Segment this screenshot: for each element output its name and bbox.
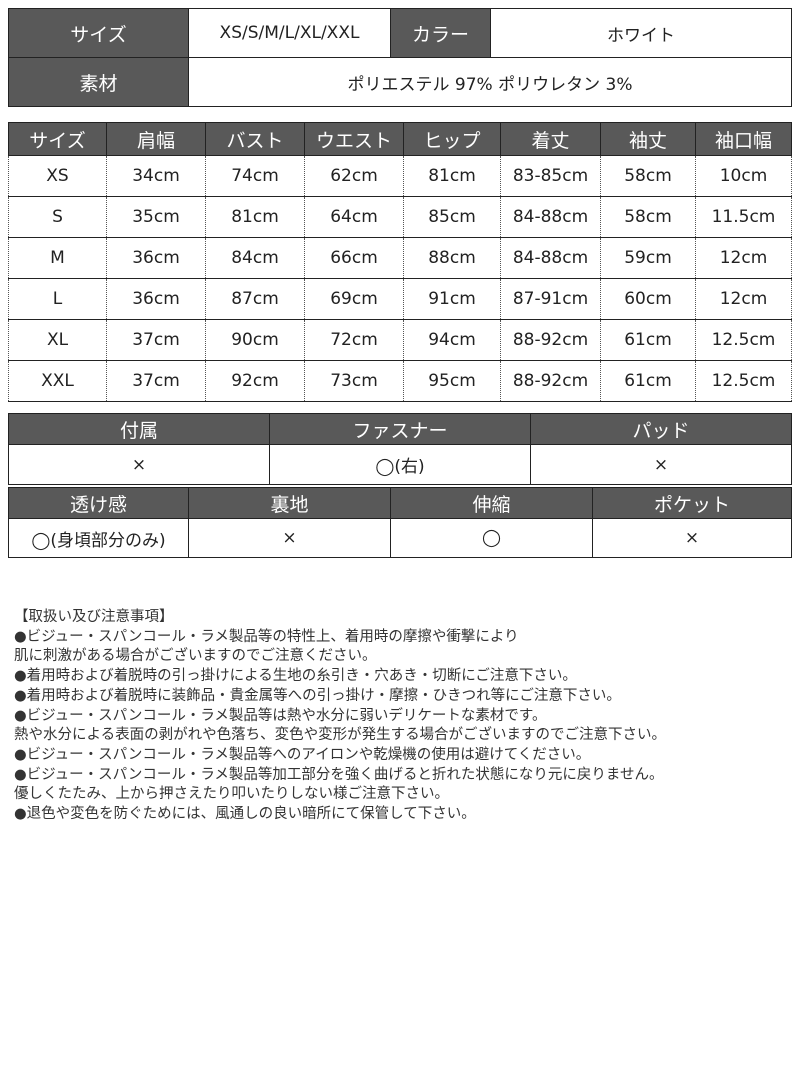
table-cell: 11.5cm xyxy=(695,196,792,238)
table-cell: 36cm xyxy=(106,278,206,320)
note-line: 優しくたたみ、上から押さえたり叩いたりしない様ご注意下さい。 xyxy=(14,786,449,803)
table-cell: 84-88cm xyxy=(500,237,601,279)
table-cell: L xyxy=(8,278,107,320)
feature-header: パッド xyxy=(530,413,792,445)
table-cell: 88cm xyxy=(403,237,501,279)
column-header: 袖丈 xyxy=(600,122,696,156)
column-header: 肩幅 xyxy=(106,122,206,156)
note-line: ●退色や変色を防ぐためには、風通しの良い暗所にて保管して下さい。 xyxy=(14,806,476,823)
table-cell: 81cm xyxy=(205,196,305,238)
feature-header: 伸縮 xyxy=(390,487,593,519)
column-header: ウエスト xyxy=(304,122,404,156)
size-label: サイズ xyxy=(8,8,189,58)
table-cell: 34cm xyxy=(106,155,206,197)
table-row: XS 34cm 74cm 62cm 81cm 83-85cm 58cm 10cm xyxy=(8,155,792,197)
table-cell: 12.5cm xyxy=(695,319,792,361)
table-cell: 12cm xyxy=(695,237,792,279)
notes-heading: 【取扱い及び注意事項】 xyxy=(14,609,174,625)
column-header: 袖口幅 xyxy=(695,122,792,156)
table-row: L 36cm 87cm 69cm 91cm 87-91cm 60cm 12cm xyxy=(8,278,792,320)
table-cell: 61cm xyxy=(600,360,696,402)
table-cell: 12.5cm xyxy=(695,360,792,402)
table-cell: 36cm xyxy=(106,237,206,279)
column-header: バスト xyxy=(205,122,305,156)
feature-value: × xyxy=(530,444,792,485)
table-cell: 85cm xyxy=(403,196,501,238)
spec-table: サイズ XS/S/M/L/XL/XXL カラー ホワイト 素材 ポリエステル 97% ポ… xyxy=(8,8,792,107)
table-cell: 73cm xyxy=(304,360,404,402)
table-cell: 10cm xyxy=(695,155,792,197)
table-cell: 64cm xyxy=(304,196,404,238)
care-notes: 【取扱い及び注意事項】 ●ビジュー・スパンコール・ラメ製品等の特性上、着用時の摩擦… xyxy=(14,608,666,825)
table-cell: 69cm xyxy=(304,278,404,320)
note-line: 肌に刺激がある場合がございますのでご注意ください。 xyxy=(14,648,377,665)
feature-value: × xyxy=(592,518,792,558)
features-table-1: 付属 ファスナー パッド × ◯(右) × xyxy=(8,413,792,485)
table-cell: 87-91cm xyxy=(500,278,601,320)
feature-header: 裏地 xyxy=(188,487,391,519)
size-value: XS/S/M/L/XL/XXL xyxy=(188,8,391,58)
column-header: サイズ xyxy=(8,122,107,156)
column-header: 着丈 xyxy=(500,122,601,156)
table-cell: 58cm xyxy=(600,155,696,197)
table-cell: 12cm xyxy=(695,278,792,320)
table-cell: 81cm xyxy=(403,155,501,197)
feature-header: ポケット xyxy=(592,487,792,519)
note-line: ●着用時および着脱時に装飾品・貴金属等への引っ掛け・摩擦・ひきつれ等にご注意下さ… xyxy=(14,687,621,704)
table-cell: M xyxy=(8,237,107,279)
note-line: ●ビジュー・スパンコール・ラメ製品等は熱や水分に弱いデリケートな素材です。 xyxy=(14,707,547,724)
table-cell: 66cm xyxy=(304,237,404,279)
table-cell: 94cm xyxy=(403,319,501,361)
table-cell: 92cm xyxy=(205,360,305,402)
color-label: カラー xyxy=(390,8,491,58)
table-cell: 62cm xyxy=(304,155,404,197)
table-cell: 84cm xyxy=(205,237,305,279)
table-row: S 35cm 81cm 64cm 85cm 84-88cm 58cm 11.5cm xyxy=(8,196,792,238)
table-cell: 74cm xyxy=(205,155,305,197)
note-line: ●ビジュー・スパンコール・ラメ製品等へのアイロンや乾燥機の使用は避けてください。 xyxy=(14,746,591,763)
table-cell: 91cm xyxy=(403,278,501,320)
table-cell: 35cm xyxy=(106,196,206,238)
table-cell: 60cm xyxy=(600,278,696,320)
table-cell: 95cm xyxy=(403,360,501,402)
feature-value: × xyxy=(8,444,270,485)
note-line: ●ビジュー・スパンコール・ラメ製品等加工部分を強く曲げると折れた状態になり元に戻… xyxy=(14,766,664,783)
table-cell: XL xyxy=(8,319,107,361)
table-cell: 61cm xyxy=(600,319,696,361)
table-cell: XXL xyxy=(8,360,107,402)
feature-value: × xyxy=(188,518,391,558)
table-cell: 90cm xyxy=(205,319,305,361)
feature-header: ファスナー xyxy=(269,413,531,445)
table-cell: 58cm xyxy=(600,196,696,238)
table-cell: XS xyxy=(8,155,107,197)
table-row: XXL 37cm 92cm 73cm 95cm 88-92cm 61cm 12.5cm xyxy=(8,360,792,402)
table-cell: S xyxy=(8,196,107,238)
size-table: サイズ 肩幅 バスト ウエスト ヒップ 着丈 袖丈 袖口幅 XS 34cm 74cm 62cm 81c… xyxy=(8,122,792,402)
note-line: 熱や水分による表面の剥がれや色落ち、変色や変形が発生する場合がございますのでご注… xyxy=(14,727,667,744)
feature-header: 付属 xyxy=(8,413,270,445)
table-cell: 84-88cm xyxy=(500,196,601,238)
features-table-2: 透け感 裏地 伸縮 ポケット ◯(身頃部分のみ) × ◯ × xyxy=(8,487,792,558)
table-cell: 83-85cm xyxy=(500,155,601,197)
note-line: ●ビジュー・スパンコール・ラメ製品等の特性上、着用時の摩擦や衝撃により xyxy=(14,628,519,645)
material-value: ポリエステル 97% ポリウレタン 3% xyxy=(188,57,792,107)
feature-value: ◯(身頃部分のみ) xyxy=(8,518,189,558)
table-row: XL 37cm 90cm 72cm 94cm 88-92cm 61cm 12.5cm xyxy=(8,319,792,361)
note-line: ●着用時および着脱時の引っ掛けによる生地の糸引き・穴あき・切断にご注意下さい。 xyxy=(14,668,577,685)
feature-value: ◯ xyxy=(390,518,593,558)
table-cell: 87cm xyxy=(205,278,305,320)
color-value: ホワイト xyxy=(490,8,792,58)
feature-value: ◯(右) xyxy=(269,444,531,485)
table-cell: 72cm xyxy=(304,319,404,361)
table-row: M 36cm 84cm 66cm 88cm 84-88cm 59cm 12cm xyxy=(8,237,792,279)
column-header: ヒップ xyxy=(403,122,501,156)
table-cell: 37cm xyxy=(106,360,206,402)
table-cell: 88-92cm xyxy=(500,319,601,361)
table-cell: 37cm xyxy=(106,319,206,361)
table-cell: 88-92cm xyxy=(500,360,601,402)
material-label: 素材 xyxy=(8,57,189,107)
feature-header: 透け感 xyxy=(8,487,189,519)
table-cell: 59cm xyxy=(600,237,696,279)
